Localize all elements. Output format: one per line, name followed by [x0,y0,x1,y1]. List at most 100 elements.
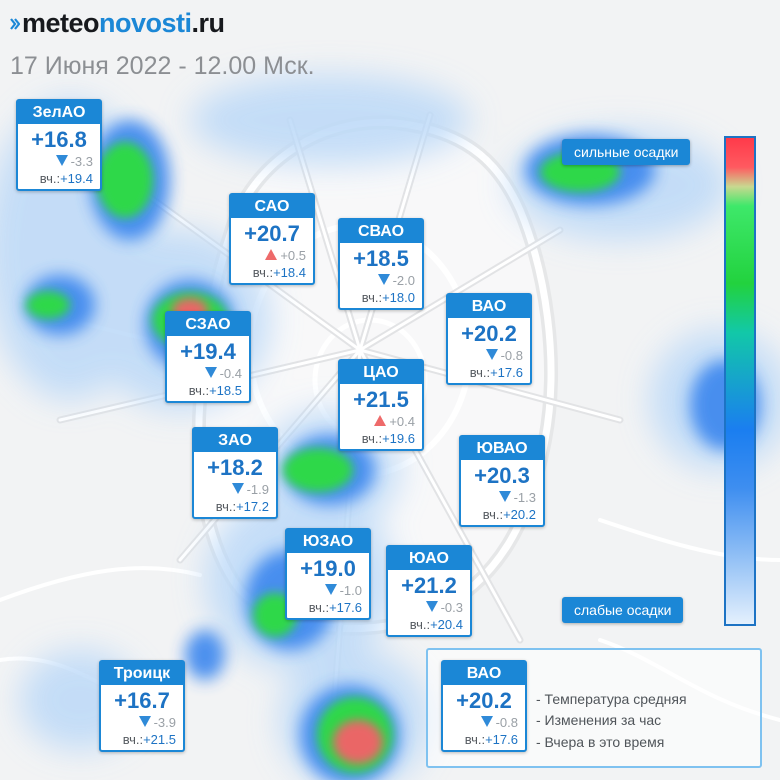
hourly-change-value: -0.8 [500,348,523,363]
hourly-change: -1.9 [194,482,276,498]
yesterday-value: вч.:+18.5 [167,382,249,401]
hourly-change: -3.3 [18,154,100,170]
trend-down-icon [204,367,217,378]
trend-up-icon [265,249,278,260]
hourly-change-value: -1.9 [246,482,269,497]
district-name: САО [231,195,313,218]
yesterday-temp: +19.4 [60,171,93,186]
yesterday-temp: +21.5 [143,732,176,747]
yesterday-value: вч.:+17.6 [448,364,530,383]
district-panel-zao: ЗАО +18.2 -1.9 вч.:+17.2 [192,427,278,519]
yesterday-label: вч.: [252,265,274,280]
hourly-change: -0.8 [448,348,530,364]
district-panel-vao: ВАО +20.2 -0.8 вч.:+17.6 [446,293,532,385]
yesterday-temp: +18.5 [209,383,242,398]
district-panel-yuzao: ЮЗАО +19.0 -1.0 вч.:+17.6 [285,528,371,620]
yesterday-label: вч.: [39,171,61,186]
trend-down-icon [55,155,68,166]
legend-text-hourly-change: - Изменения за час [536,712,662,728]
hourly-change-value: -1.3 [513,490,536,505]
hourly-change-value: -3.3 [70,154,93,169]
trend-down-icon [231,483,244,494]
district-temperature: +18.5 [353,246,409,271]
yesterday-temp: +19.6 [382,431,415,446]
district-name: ЮВАО [461,437,543,460]
hourly-change-value: -3.9 [153,715,176,730]
yesterday-temp: +20.4 [430,617,463,632]
legend-sample-name: ВАО [443,662,525,685]
trend-down-icon [480,716,493,727]
yesterday-temp: +17.2 [236,499,269,514]
yesterday-label: вч.: [308,600,330,615]
district-temperature: +20.2 [461,321,517,346]
yesterday-value: вч.:+20.4 [388,616,470,635]
yesterday-label: вч.: [482,507,504,522]
yesterday-value: вч.:+18.0 [340,289,422,308]
yesterday-temp: +18.0 [382,290,415,305]
hourly-change-value: +0.5 [280,248,306,263]
legend-sample-change: -0.8 [443,715,525,731]
site-logo[interactable]: meteonovosti.ru [10,6,225,40]
hourly-change: -0.4 [167,366,249,382]
district-temperature: +16.8 [31,127,87,152]
trend-up-icon [374,415,387,426]
district-panel-zelao: ЗелАО +16.8 -3.3 вч.:+19.4 [16,99,102,191]
legend-text-average-temp: - Температура средняя [536,691,687,707]
yesterday-value: вч.:+19.4 [18,170,100,189]
logo-text-meteo: meteo [22,8,100,38]
district-panel-tsao: ЦАО +21.5 +0.4 вч.:+19.6 [338,359,424,451]
trend-down-icon [485,349,498,360]
legend-sample-panel: ВАО +20.2 -0.8 вч.:+17.6 [441,660,527,752]
logo-mark-icon [10,18,20,30]
yesterday-value: вч.:+19.6 [340,430,422,449]
yesterday-label: вч.: [469,365,491,380]
district-name: СЗАО [167,313,249,336]
hourly-change-value: -0.3 [440,600,463,615]
district-temperature: +18.2 [207,455,263,480]
legend-sample-change-value: -0.8 [495,715,518,730]
district-panel-szao: СЗАО +19.4 -0.4 вч.:+18.5 [165,311,251,403]
yesterday-label: вч.: [361,290,383,305]
logo-text-domain: .ru [191,8,226,38]
yesterday-value: вч.:+18.4 [231,264,313,283]
district-temperature: +20.3 [474,463,530,488]
yesterday-value: вч.:+21.5 [101,731,183,750]
hourly-change-value: -1.0 [339,583,362,598]
hourly-change: +0.4 [340,414,422,430]
hourly-change: -2.0 [340,273,422,289]
district-name: ЗАО [194,429,276,452]
yesterday-label: вч.: [215,499,237,514]
district-panel-troitsk: Троицк +16.7 -3.9 вч.:+21.5 [99,660,185,752]
yesterday-value: вч.:+17.6 [287,599,369,618]
trend-down-icon [324,584,337,595]
hourly-change: -3.9 [101,715,183,731]
yesterday-label: вч.: [122,732,144,747]
trend-down-icon [498,491,511,502]
trend-down-icon [425,601,438,612]
district-name: ВАО [448,295,530,318]
district-temperature: +16.7 [114,688,170,713]
logo-text-novosti: novosti [99,8,192,38]
trend-down-icon [377,274,390,285]
legend-text-yesterday: - Вчера в это время [536,734,665,750]
yesterday-temp: +17.6 [490,365,523,380]
district-name: ЮЗАО [287,530,369,553]
district-temperature: +19.0 [300,556,356,581]
district-temperature: +20.7 [244,221,300,246]
yesterday-value: вч.:+20.2 [461,506,543,525]
hourly-change: +0.5 [231,248,313,264]
hourly-change: -1.3 [461,490,543,506]
district-name: СВАО [340,220,422,243]
yesterday-label: вч.: [361,431,383,446]
precipitation-scale-bar [724,136,756,626]
district-panel-yuao: ЮАО +21.2 -0.3 вч.:+20.4 [386,545,472,637]
district-name: ЗелАО [18,101,100,124]
scale-label-heavy: сильные осадки [562,139,691,165]
hourly-change: -0.3 [388,600,470,616]
legend-sample-temperature: +20.2 [456,688,512,713]
district-panel-yuvao: ЮВАО +20.3 -1.3 вч.:+20.2 [459,435,545,527]
yesterday-temp: +20.2 [503,507,536,522]
trend-down-icon [138,716,151,727]
